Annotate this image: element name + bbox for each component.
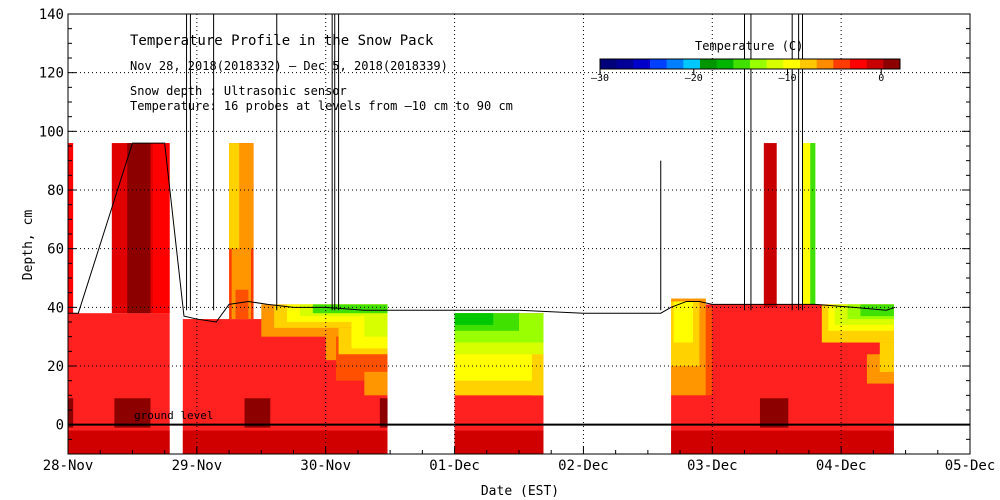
colorbar-swatch: [800, 59, 818, 69]
y-tick-label: 80: [47, 183, 64, 199]
colorbar-swatch: [750, 59, 768, 69]
y-tick-label: 60: [47, 242, 64, 258]
temperature-cell: [673, 301, 693, 343]
x-tick-label: 02-Dec: [558, 458, 609, 474]
colorbar-title: Temperature (C): [695, 39, 803, 53]
data-gap: [543, 14, 672, 454]
data-gap: [169, 14, 183, 454]
temperature-cell: [531, 354, 544, 396]
colorbar-swatch: [600, 59, 618, 69]
soil-band: [454, 430, 544, 454]
data-gap: [893, 14, 970, 454]
colorbar-swatch: [700, 59, 718, 69]
y-tick-label: 20: [47, 359, 64, 375]
temperature-cell: [860, 304, 894, 317]
y-tick-label: 40: [47, 300, 64, 316]
colorbar-tick-label: –20: [685, 73, 703, 84]
chart-subtitle: Nov 28, 2018(2018332) – Dec 5, 2018(2018…: [130, 59, 448, 73]
colorbar-swatch: [866, 59, 884, 69]
temperature-cell: [239, 143, 254, 249]
temperature-cell: [364, 316, 388, 337]
temperature-cell: [364, 371, 388, 396]
note-snow-depth: Snow depth : Ultrasonic sensor: [130, 84, 347, 98]
temperature-cell: [802, 143, 811, 305]
dark-cell: [68, 398, 74, 428]
snow-depth-line: [68, 142, 896, 323]
colorbar-swatch: [733, 59, 751, 69]
ground-level-label: ground level: [134, 409, 213, 422]
y-axis-label: Depth, cm: [21, 210, 36, 281]
colorbar-tick-label: –30: [591, 73, 609, 84]
colorbar-swatch: [833, 59, 851, 69]
soil-band: [182, 430, 388, 454]
temperature-cell: [705, 307, 713, 396]
x-tick-label: 28-Nov: [43, 458, 94, 474]
temperature-cell: [879, 342, 894, 372]
x-axis-label: Date (EST): [481, 484, 559, 499]
x-tick-label: 05-Dec: [945, 458, 996, 474]
temperature-cell: [153, 143, 170, 314]
colorbar-swatch: [650, 59, 668, 69]
x-tick-label: 04-Dec: [816, 458, 867, 474]
colorbar-swatch: [716, 59, 734, 69]
colorbar-swatch: [616, 59, 634, 69]
colorbar-swatch: [766, 59, 784, 69]
dark-cell: [244, 398, 271, 428]
dark-cell: [127, 143, 151, 314]
x-tick-label: 29-Nov: [172, 458, 223, 474]
plot-area: [68, 14, 970, 454]
colorbar: –30 –20 –10 0: [591, 58, 901, 84]
colorbar-frame: [599, 58, 901, 70]
y-tick-label: 100: [39, 124, 64, 140]
note-temperature: Temperature: 16 probes at levels from –1…: [130, 99, 513, 113]
x-tick-label: 30-Nov: [300, 458, 351, 474]
colorbar-swatch: [850, 59, 868, 69]
y-tick-label: 120: [39, 66, 64, 82]
x-tick-label: 03-Dec: [687, 458, 738, 474]
colorbar-swatch: [666, 59, 684, 69]
colorbar-swatch: [883, 59, 901, 69]
y-tick-label: 140: [39, 7, 64, 23]
temperature-cell: [810, 143, 816, 305]
x-tick-label: 01-Dec: [429, 458, 480, 474]
axes: 0 20 40 60 80 100 120 140 28-Nov 29-Nov 30-Nov 01-D…: [39, 7, 996, 474]
data-gap: [387, 14, 427, 454]
temperature-cell: [454, 313, 494, 325]
temperature-cell: [763, 143, 777, 308]
colorbar-swatch: [683, 59, 701, 69]
chart-title: Temperature Profile in the Snow Pack: [130, 33, 434, 49]
temperature-cell: [229, 143, 240, 249]
colorbar-swatch: [633, 59, 651, 69]
dark-cell: [759, 398, 789, 428]
colorbar-swatch: [816, 59, 834, 69]
temperature-cell: [68, 143, 74, 314]
colorbar-tick-label: –10: [778, 73, 796, 84]
y-tick-label: 0: [56, 418, 64, 434]
soil-band: [671, 430, 894, 454]
soil-band: [68, 430, 170, 454]
colorbar-swatch: [783, 59, 801, 69]
dark-cell: [114, 398, 151, 428]
temperature-cell: [235, 289, 249, 320]
colorbar-tick-label: 0: [878, 73, 884, 84]
